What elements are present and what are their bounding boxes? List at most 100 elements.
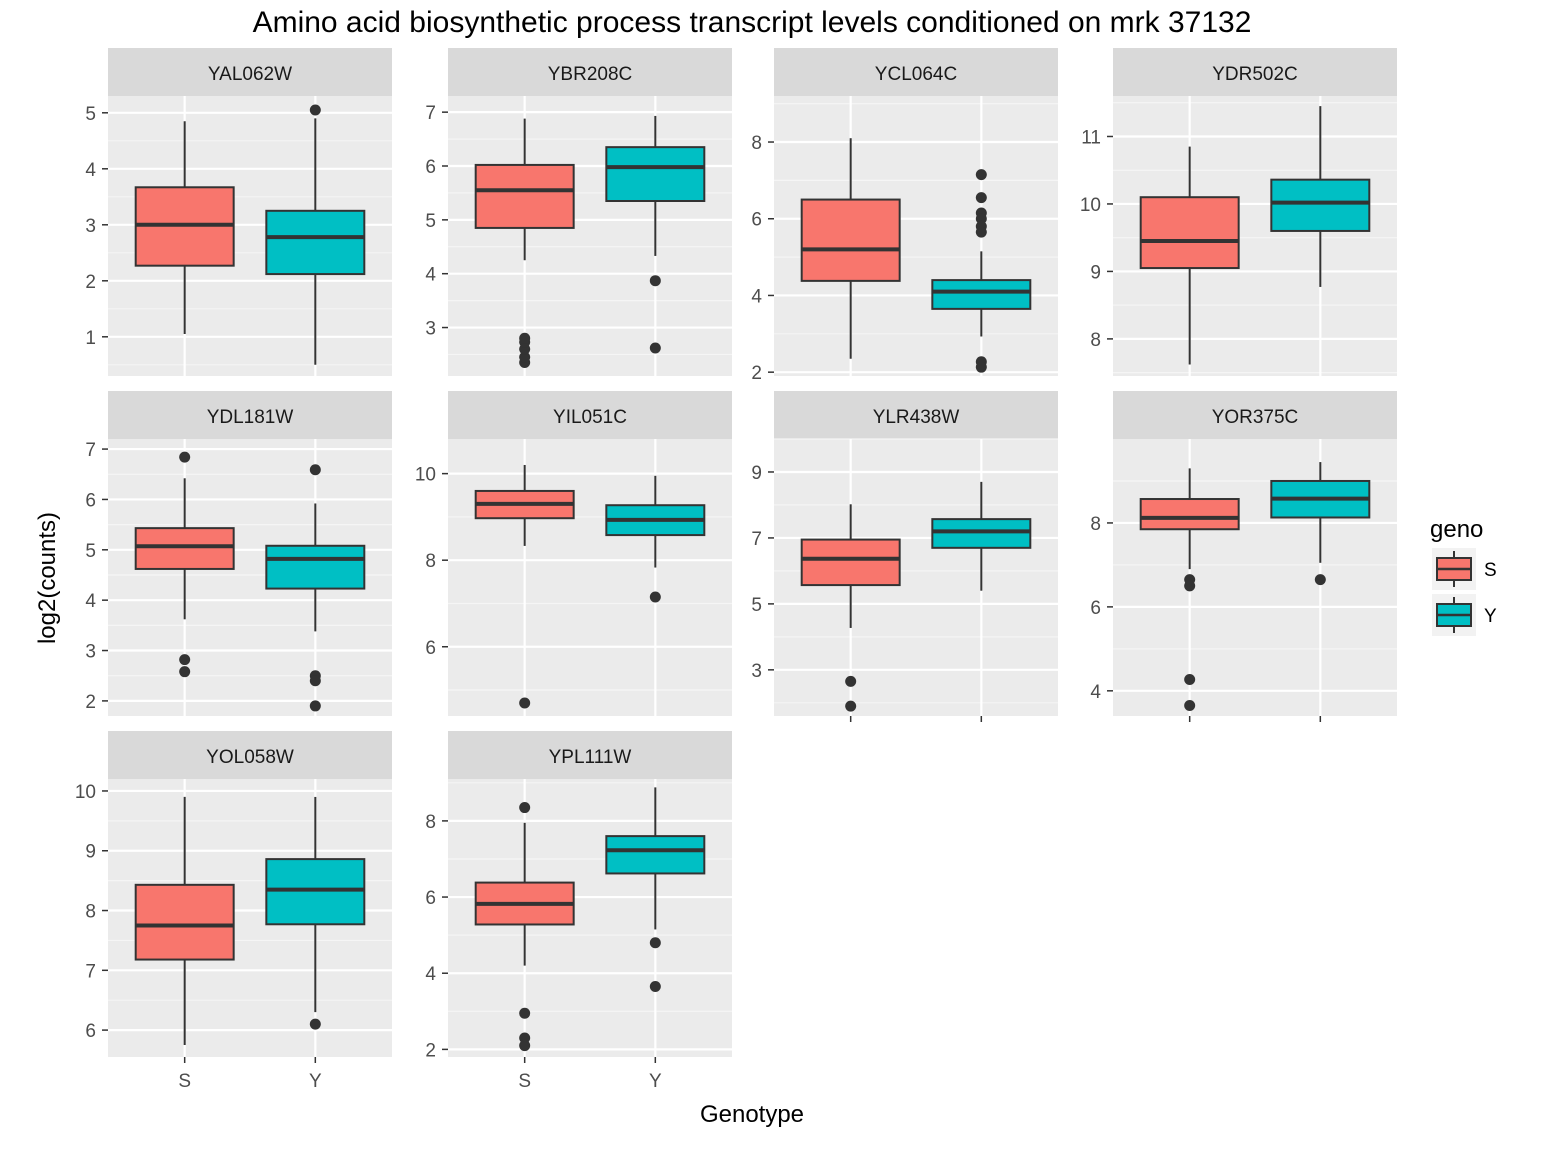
y-tick-label: 3: [85, 642, 96, 663]
panel-strip-label: YLR438W: [873, 407, 960, 428]
box-body: [265, 209, 366, 276]
box-body: [931, 518, 1032, 549]
box-body: [1139, 498, 1240, 531]
panel-strip-label: YDL181W: [207, 407, 294, 428]
outlier-point: [179, 451, 191, 463]
x-tick-label: S: [518, 1071, 531, 1092]
y-tick-label: 2: [751, 363, 762, 384]
legend-key-S: S: [1432, 548, 1497, 590]
box-body: [931, 279, 1032, 310]
outlier-point: [179, 666, 191, 678]
y-tick-label: 6: [425, 157, 436, 178]
box-body: [134, 527, 235, 570]
y-tick-label: 9: [85, 842, 96, 863]
box-body: [1270, 178, 1371, 232]
box-body: [800, 198, 901, 282]
y-axis-title: log2(counts): [34, 512, 61, 644]
outlier-point: [1184, 700, 1196, 712]
panel-strip-label: YIL051C: [553, 407, 627, 428]
outlier-point: [309, 104, 321, 116]
y-tick-label: 8: [751, 133, 762, 154]
outlier-point: [1314, 574, 1326, 586]
panel-YPL111W: YPL111W 2 4 6 8 S Y: [425, 731, 732, 1092]
panel-grid: YAL062W12345YBR208C34567YCL064C2468YDR50…: [75, 48, 1397, 1092]
outlier-point: [975, 213, 987, 225]
box-S: [474, 118, 575, 369]
y-tick-label: 1: [85, 328, 96, 349]
outlier-point: [975, 192, 987, 204]
y-tick-label: 6: [1090, 598, 1101, 619]
box-Y: [1270, 106, 1371, 287]
y-tick-label: 4: [425, 964, 436, 985]
outlier-point: [649, 591, 661, 603]
y-tick-label: 4: [425, 265, 436, 286]
panel-strip: [108, 391, 392, 439]
panel-YOL058W: YOL058W 6 7 8 9 10 S Y: [75, 731, 392, 1092]
outlier-point: [519, 1032, 531, 1044]
box-body: [605, 835, 706, 875]
box-body: [800, 538, 901, 587]
box-Y: [931, 169, 1032, 373]
outlier-point: [1184, 580, 1196, 592]
y-tick-label: 10: [415, 465, 436, 486]
panel-strip: [774, 48, 1058, 96]
panel-YDR502C: YDR502C 8 9 10 11: [1080, 48, 1397, 376]
box-Y: [265, 104, 366, 365]
y-tick-label: 6: [85, 490, 96, 511]
y-tick-label: 10: [75, 782, 96, 803]
y-tick-label: 11: [1081, 127, 1101, 148]
y-tick-label: 8: [1090, 514, 1101, 535]
box-body: [474, 163, 575, 229]
outlier-point: [845, 700, 857, 712]
chart-title: Amino acid biosynthetic process transcri…: [253, 6, 1252, 39]
y-tick-label: 2: [85, 692, 96, 713]
outlier-point: [649, 275, 661, 287]
outlier-point: [649, 937, 661, 949]
y-tick-label: 6: [85, 1021, 96, 1042]
outlier-point: [1184, 673, 1196, 685]
box-body: [605, 146, 706, 202]
box-S: [134, 796, 235, 1046]
y-tick-label: 10: [1080, 195, 1101, 216]
outlier-point: [519, 1040, 531, 1052]
panel-strip: [108, 48, 392, 96]
y-tick-label: 6: [751, 210, 762, 231]
y-tick-label: 4: [751, 286, 762, 307]
panel-YCL064C: YCL064C 2 4 6 8: [751, 48, 1058, 384]
outlier-point: [649, 981, 661, 993]
outlier-point: [975, 226, 987, 238]
box-Y: [931, 481, 1032, 591]
y-tick-label: 6: [425, 888, 436, 909]
panel-strip-label: YDR502C: [1212, 64, 1298, 85]
panel-strip-label: YPL111W: [549, 747, 632, 768]
box-body: [265, 544, 366, 590]
box-S: [1139, 146, 1240, 365]
outlier-point: [309, 1018, 321, 1030]
box-Y: [605, 787, 706, 993]
outlier-point: [845, 675, 857, 687]
legend: geno S Y: [1430, 516, 1497, 636]
y-tick-label: 7: [425, 103, 436, 124]
box-S: [474, 802, 575, 1052]
outlier-point: [975, 169, 987, 181]
box-Y: [605, 475, 706, 603]
outlier-point: [519, 697, 531, 709]
panel-strip: [1113, 391, 1397, 439]
box-Y: [265, 464, 366, 712]
outlier-point: [519, 1007, 531, 1019]
box-S: [134, 451, 235, 678]
box-body: [1139, 196, 1240, 270]
y-tick-label: 5: [425, 211, 436, 232]
panel-strip-label: YBR208C: [548, 64, 633, 85]
x-tick-label: S: [178, 1071, 191, 1092]
panel-YDL181W: YDL181W 2 3 4 5 6 7: [85, 391, 392, 716]
y-tick-label: 2: [425, 1040, 436, 1061]
y-tick-label: 9: [1090, 262, 1101, 283]
y-tick-label: 8: [425, 551, 436, 572]
panel-strip: [108, 731, 392, 779]
panel-strip: [1113, 48, 1397, 96]
outlier-point: [519, 802, 531, 814]
panel-strip: [448, 731, 732, 779]
outlier-point: [179, 654, 191, 666]
